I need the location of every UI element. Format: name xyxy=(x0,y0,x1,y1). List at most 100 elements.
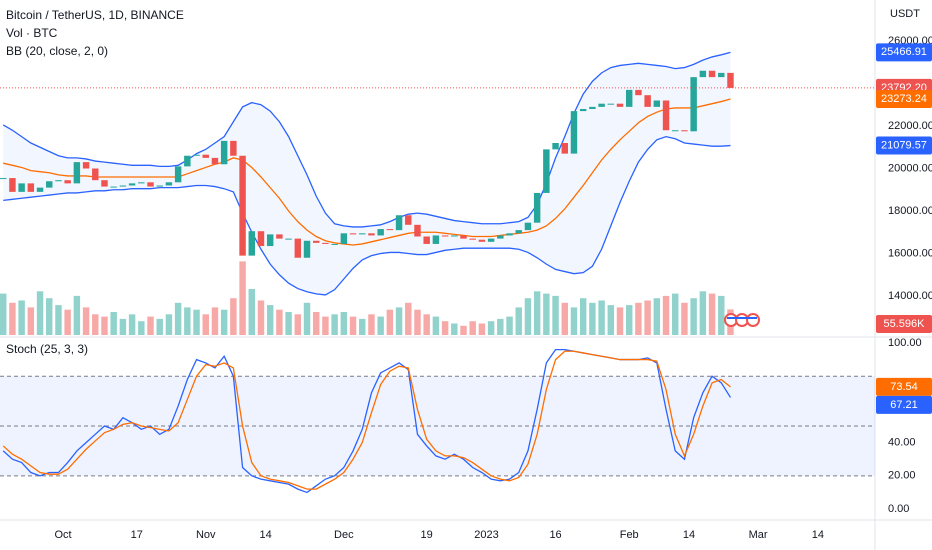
volume-bar xyxy=(616,307,624,335)
candle xyxy=(607,103,615,105)
stoch-tick-label: 0.00 xyxy=(888,503,909,515)
candle xyxy=(55,180,62,182)
volume-bar xyxy=(672,293,679,335)
candle xyxy=(690,77,697,132)
volume-bar xyxy=(377,316,384,335)
candle xyxy=(184,155,191,167)
bb-lower xyxy=(3,135,731,296)
volume-bar xyxy=(340,312,348,335)
volume-bar xyxy=(543,293,550,335)
stoch-tag: 73.54 xyxy=(890,381,918,393)
candle xyxy=(285,238,292,240)
candle xyxy=(561,142,568,154)
candle xyxy=(220,140,228,165)
candle xyxy=(312,240,320,243)
volume-bar xyxy=(469,321,476,335)
volume-bar xyxy=(524,298,532,335)
candle xyxy=(644,95,651,107)
volume-bar xyxy=(165,314,173,335)
volume-bar xyxy=(0,293,7,335)
volume-bar xyxy=(294,314,302,335)
volume-bar xyxy=(718,295,725,335)
volume-bar xyxy=(266,305,274,335)
stoch-line xyxy=(2,350,731,490)
candle xyxy=(202,154,209,158)
volume-bar xyxy=(607,305,615,335)
candle xyxy=(368,233,375,236)
event-icons xyxy=(724,313,760,327)
volume-bar xyxy=(699,291,707,335)
bb-lower-tag-box xyxy=(876,136,932,155)
stoch-tick-label: 20.00 xyxy=(888,470,916,482)
candle xyxy=(331,243,338,245)
plot: 26000.0022000.0020000.0018000.0016000.00… xyxy=(0,35,932,541)
volume-bar xyxy=(681,302,688,335)
volume-bar xyxy=(368,314,375,335)
time-tick-label: 17 xyxy=(131,529,143,541)
candle xyxy=(119,185,127,187)
candle xyxy=(653,100,661,107)
volume-bar xyxy=(110,312,117,335)
candle xyxy=(423,236,430,244)
volume-bar xyxy=(119,318,127,335)
bb-upper xyxy=(2,51,731,228)
candle xyxy=(395,215,403,231)
volume-bar xyxy=(147,316,154,335)
candle xyxy=(110,186,117,188)
candle xyxy=(27,183,35,192)
candle xyxy=(524,222,532,231)
stoch-tick-label: 100.00 xyxy=(888,337,922,349)
volume-bar xyxy=(36,291,44,335)
volume-bar xyxy=(55,305,62,335)
volume-bar xyxy=(73,295,81,335)
volume-bar xyxy=(156,318,163,335)
volume-bar xyxy=(101,316,108,335)
volume-bar xyxy=(64,309,71,335)
candle xyxy=(36,187,44,192)
candle xyxy=(506,233,513,236)
stoch-legend: Stoch (25, 3, 3) xyxy=(6,342,88,356)
volume-bar xyxy=(193,309,200,335)
price-tick-label: 20000.00 xyxy=(888,162,932,174)
volume-bar xyxy=(138,321,145,335)
candle xyxy=(543,149,550,193)
stoch-tag: 67.21 xyxy=(890,399,918,411)
price-tick-label: 22000.00 xyxy=(888,120,932,132)
candle xyxy=(138,182,145,184)
candle xyxy=(478,239,486,242)
bb-lower-tag: 21079.57 xyxy=(881,139,927,151)
bb-basis-tag-box xyxy=(876,89,932,108)
candle xyxy=(322,242,329,244)
time-tick-label: 16 xyxy=(549,529,561,541)
event-icon[interactable] xyxy=(746,313,760,327)
volume-bar xyxy=(276,309,283,335)
volume-bar xyxy=(257,300,265,335)
volume-bar xyxy=(303,302,311,335)
volume-bar xyxy=(451,323,458,335)
volume-bar xyxy=(598,300,605,335)
volume-bar xyxy=(690,298,697,335)
time-tick-label: 2023 xyxy=(474,529,498,541)
candle xyxy=(515,230,522,234)
candle xyxy=(165,182,173,186)
time-tick-label: Nov xyxy=(196,529,216,541)
bb-upper-tag-box xyxy=(876,43,932,62)
bb-fill xyxy=(3,52,731,295)
volume-bar xyxy=(533,291,541,335)
candle xyxy=(303,240,311,258)
candle xyxy=(414,224,421,237)
volume-bar xyxy=(174,302,182,335)
candle xyxy=(727,72,734,88)
candle xyxy=(616,103,624,107)
candle xyxy=(193,154,200,156)
volume-bar xyxy=(423,314,430,335)
candle xyxy=(708,70,716,78)
volume-bar xyxy=(239,261,246,335)
volume-bar xyxy=(349,316,357,335)
time-tick-label: Mar xyxy=(749,529,768,541)
volume-bar xyxy=(570,307,578,335)
event-icon-stripe xyxy=(727,317,757,319)
candle xyxy=(147,182,154,187)
